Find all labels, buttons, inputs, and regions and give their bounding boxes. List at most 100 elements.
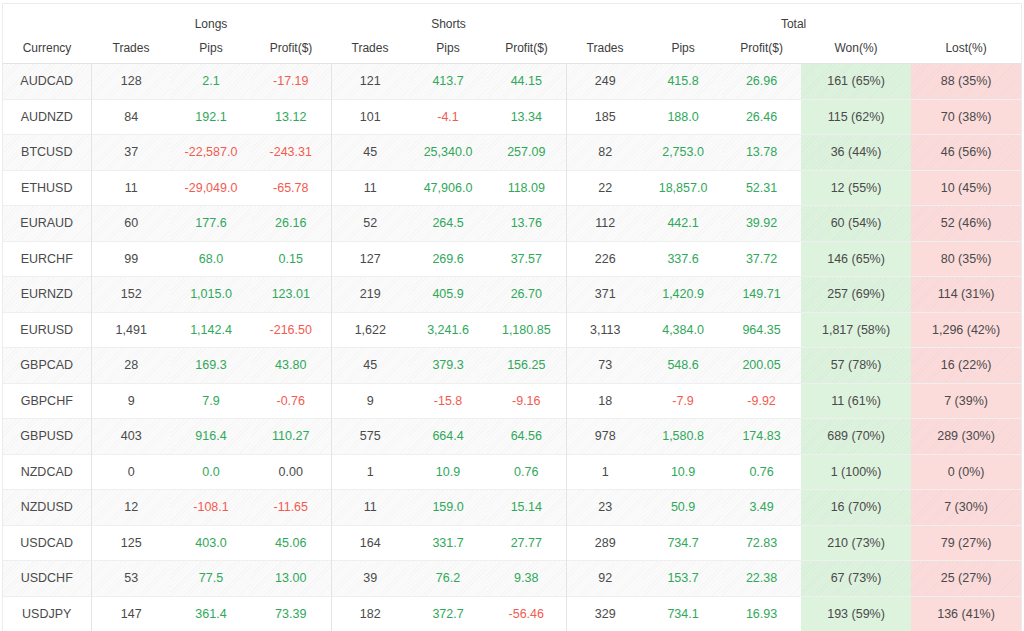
- currency-cell: BTCUSD: [3, 135, 91, 171]
- shorts-trades-cell: 121: [331, 64, 409, 100]
- longs-trades-cell: 152: [91, 277, 171, 313]
- shorts-trades-cell: 127: [331, 241, 409, 277]
- stats-widget: Longs Shorts Total Currency Trades Pips …: [2, 3, 1022, 631]
- total-profit-cell: -9.92: [722, 383, 801, 419]
- table-row: AUDNZD84192.113.12101-4.113.34185188.026…: [3, 99, 1021, 135]
- table-row: GBPUSD403916.4110.27575664.464.569781,58…: [3, 419, 1021, 455]
- shorts-profit-cell: 9.38: [487, 561, 566, 597]
- currency-cell: GBPCHF: [3, 383, 91, 419]
- lost-cell: 88 (35%): [911, 64, 1021, 100]
- total-pips-cell: -7.9: [644, 383, 722, 419]
- total-profit-cell: 964.35: [722, 312, 801, 348]
- table-row: NZDUSD12-108.1-11.6511159.015.142350.93.…: [3, 490, 1021, 526]
- total-pips-cell: 50.9: [644, 490, 722, 526]
- longs-pips-cell: 361.4: [171, 596, 251, 631]
- shorts-profit-cell: 64.56: [487, 419, 566, 455]
- shorts-profit-cell: 26.70: [487, 277, 566, 313]
- table-row: EURCHF9968.00.15127269.637.57226337.637.…: [3, 241, 1021, 277]
- longs-profit-cell: 13.00: [251, 561, 331, 597]
- table-row: EURAUD60177.626.1652264.513.76112442.139…: [3, 206, 1021, 242]
- won-cell: 257 (69%): [801, 277, 911, 313]
- lost-cell: 46 (56%): [911, 135, 1021, 171]
- lost-cell: 7 (30%): [911, 490, 1021, 526]
- lost-cell: 136 (41%): [911, 596, 1021, 631]
- total-profit-cell: 16.93: [722, 596, 801, 631]
- longs-trades-cell: 53: [91, 561, 171, 597]
- total-pips-cell: 442.1: [644, 206, 722, 242]
- won-cell: 115 (62%): [801, 99, 911, 135]
- shorts-profit-cell: 44.15: [487, 64, 566, 100]
- longs-profit-cell: -65.78: [251, 170, 331, 206]
- shorts-pips-cell: 10.9: [409, 454, 487, 490]
- shorts-profit-cell: 37.57: [487, 241, 566, 277]
- shorts-profit-cell: 118.09: [487, 170, 566, 206]
- shorts-trades-cell: 52: [331, 206, 409, 242]
- shorts-profit-cell: 1,180.85: [487, 312, 566, 348]
- currency-cell: EURAUD: [3, 206, 91, 242]
- col-header-total-profit: Profit($): [722, 33, 801, 64]
- total-profit-cell: 0.76: [722, 454, 801, 490]
- won-cell: 12 (55%): [801, 170, 911, 206]
- longs-pips-cell: 169.3: [171, 348, 251, 384]
- longs-profit-cell: -0.76: [251, 383, 331, 419]
- total-trades-cell: 371: [566, 277, 644, 313]
- total-profit-cell: 39.92: [722, 206, 801, 242]
- longs-trades-cell: 0: [91, 454, 171, 490]
- won-cell: 1 (100%): [801, 454, 911, 490]
- currency-cell: NZDUSD: [3, 490, 91, 526]
- total-trades-cell: 18: [566, 383, 644, 419]
- total-profit-cell: 22.38: [722, 561, 801, 597]
- shorts-pips-cell: 76.2: [409, 561, 487, 597]
- total-trades-cell: 289: [566, 525, 644, 561]
- total-pips-cell: 18,857.0: [644, 170, 722, 206]
- shorts-pips-cell: 372.7: [409, 596, 487, 631]
- currency-cell: GBPUSD: [3, 419, 91, 455]
- total-profit-cell: 13.78: [722, 135, 801, 171]
- col-header-lost: Lost(%): [911, 33, 1021, 64]
- lost-cell: 70 (38%): [911, 99, 1021, 135]
- shorts-profit-cell: 27.77: [487, 525, 566, 561]
- longs-trades-cell: 12: [91, 490, 171, 526]
- total-pips-cell: 10.9: [644, 454, 722, 490]
- shorts-trades-cell: 182: [331, 596, 409, 631]
- total-trades-cell: 73: [566, 348, 644, 384]
- lost-cell: 289 (30%): [911, 419, 1021, 455]
- col-header-shorts-trades: Trades: [331, 33, 409, 64]
- currency-cell: USDJPY: [3, 596, 91, 631]
- longs-pips-cell: 2.1: [171, 64, 251, 100]
- total-profit-cell: 52.31: [722, 170, 801, 206]
- shorts-profit-cell: 257.09: [487, 135, 566, 171]
- total-trades-cell: 3,113: [566, 312, 644, 348]
- won-cell: 67 (73%): [801, 561, 911, 597]
- won-cell: 210 (73%): [801, 525, 911, 561]
- shorts-trades-cell: 1: [331, 454, 409, 490]
- shorts-profit-cell: 15.14: [487, 490, 566, 526]
- currency-cell: EURCHF: [3, 241, 91, 277]
- longs-pips-cell: 77.5: [171, 561, 251, 597]
- won-cell: 16 (70%): [801, 490, 911, 526]
- won-cell: 60 (54%): [801, 206, 911, 242]
- currency-cell: AUDNZD: [3, 99, 91, 135]
- longs-profit-cell: 26.16: [251, 206, 331, 242]
- won-cell: 36 (44%): [801, 135, 911, 171]
- shorts-trades-cell: 1,622: [331, 312, 409, 348]
- longs-trades-cell: 99: [91, 241, 171, 277]
- longs-trades-cell: 403: [91, 419, 171, 455]
- won-cell: 689 (70%): [801, 419, 911, 455]
- table-row: EURNZD1521,015.0123.01219405.926.703711,…: [3, 277, 1021, 313]
- longs-profit-cell: 123.01: [251, 277, 331, 313]
- shorts-pips-cell: 25,340.0: [409, 135, 487, 171]
- won-cell: 11 (61%): [801, 383, 911, 419]
- shorts-pips-cell: 405.9: [409, 277, 487, 313]
- group-header-shorts: Shorts: [331, 4, 566, 33]
- total-trades-cell: 249: [566, 64, 644, 100]
- shorts-trades-cell: 45: [331, 348, 409, 384]
- currency-cell: NZDCAD: [3, 454, 91, 490]
- longs-profit-cell: 13.12: [251, 99, 331, 135]
- table-row: AUDCAD1282.1-17.19121413.744.15249415.82…: [3, 64, 1021, 100]
- longs-trades-cell: 60: [91, 206, 171, 242]
- longs-trades-cell: 11: [91, 170, 171, 206]
- table-row: GBPCHF97.9-0.769-15.8-9.1618-7.9-9.9211 …: [3, 383, 1021, 419]
- col-header-shorts-pips: Pips: [409, 33, 487, 64]
- lost-cell: 114 (31%): [911, 277, 1021, 313]
